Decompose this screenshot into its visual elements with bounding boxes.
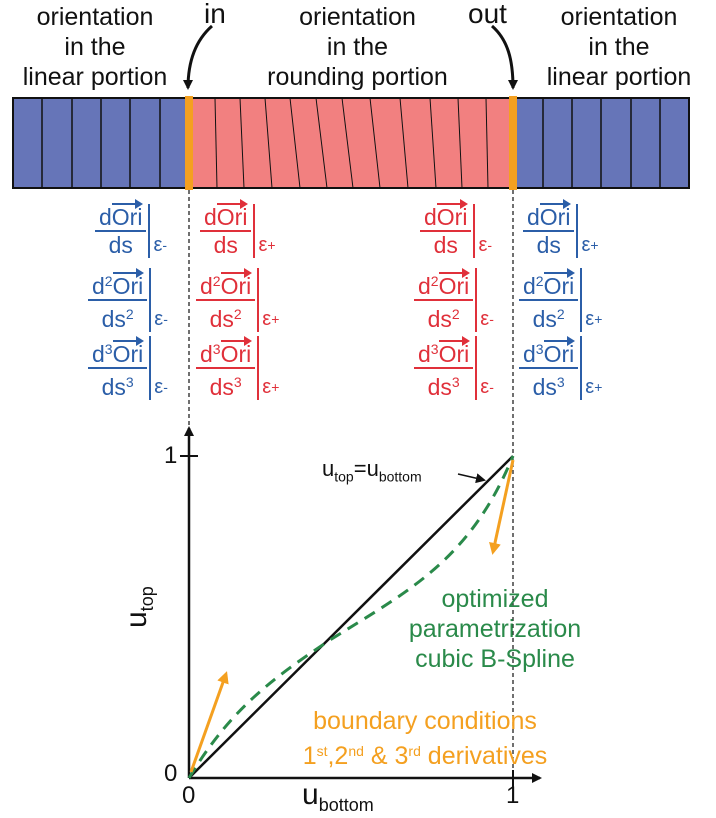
label-out: out xyxy=(468,0,507,29)
linear-portion-left xyxy=(12,97,190,189)
x-axis-label: ubottom xyxy=(302,778,374,815)
tangent-arrow-start xyxy=(189,671,229,773)
in-arrow xyxy=(183,24,213,90)
label-line: 1st,2nd & 3rd derivatives xyxy=(302,742,548,770)
y-axis-label: utop xyxy=(120,586,157,628)
deriv-1-left: dOri ds ε- xyxy=(95,199,167,258)
spline-label: optimized parametrization cubic B-Spline xyxy=(390,584,600,674)
label-line: in the xyxy=(64,33,126,61)
spline-curve xyxy=(187,455,515,779)
boundary-out-bar xyxy=(509,96,517,190)
deriv-1-right: dOri ds ε + xyxy=(523,199,599,258)
label-line: orientation xyxy=(36,3,154,31)
label-line: orientation xyxy=(299,3,416,31)
deriv-3-out-minus: d3Ori ds3 ε- xyxy=(414,336,494,400)
tick-x0: 0 xyxy=(182,782,196,809)
label-line: orientation xyxy=(560,3,678,31)
deriv-3-in-plus: d3Ori ds3 ε + xyxy=(196,336,279,400)
linear-portion-right xyxy=(512,97,690,189)
label-line: rounding portion xyxy=(267,63,448,91)
label-line: in the xyxy=(588,33,650,61)
label-in: in xyxy=(204,0,226,29)
label-left-linear: orientation in the linear portion xyxy=(4,2,186,92)
deriv-2-in-plus: d2Ori ds2 ε + xyxy=(196,268,279,332)
label-right-linear: orientation in the linear portion xyxy=(528,2,710,92)
deriv-3-right: d3Ori ds3 ε + xyxy=(519,336,602,400)
deriv-2-left: d2Ori ds2 ε- xyxy=(88,268,168,332)
deriv-1-in-plus: dOri ds ε + xyxy=(200,199,276,258)
tangent-arrow-end xyxy=(489,459,515,555)
identity-line-label: utop=ubottom xyxy=(322,456,422,485)
label-line: linear portion xyxy=(546,63,692,91)
label-line: boundary conditions xyxy=(313,707,537,735)
tick-y0: 0 xyxy=(164,760,178,787)
deriv-2-right: d2Ori ds2 ε + xyxy=(519,268,602,332)
label-line: linear portion xyxy=(22,63,168,91)
boundary-in-bar xyxy=(185,96,193,190)
tick-y1: 1 xyxy=(164,442,178,469)
label-middle-rounding: orientation in the rounding portion xyxy=(255,2,460,92)
label-line: parametrization xyxy=(408,615,582,643)
deriv-3-left: d3Ori ds3 ε- xyxy=(88,336,168,400)
out-arrow xyxy=(490,24,518,90)
boundary-label: boundary conditions 1st,2nd & 3rd deriva… xyxy=(240,706,610,771)
deriv-2-out-minus: d2Ori ds2 ε- xyxy=(414,268,494,332)
label-line: in the xyxy=(326,33,389,61)
tick-x1: 1 xyxy=(506,782,520,809)
deriv-1-out-minus: dOri ds ε- xyxy=(420,199,492,258)
identity-label-arrow xyxy=(457,473,486,484)
rounding-portion xyxy=(188,97,514,189)
label-line: cubic B-Spline xyxy=(415,645,575,673)
identity-line xyxy=(188,455,514,779)
label-line: optimized xyxy=(441,585,549,613)
